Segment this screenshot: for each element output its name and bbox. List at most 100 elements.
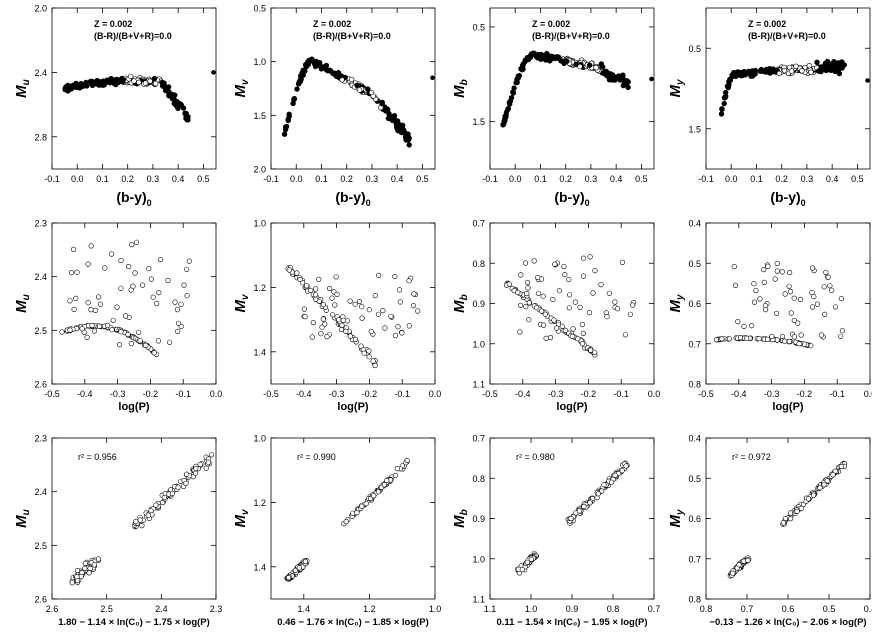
- x-tick-label: 0.0: [71, 174, 84, 184]
- x-axis-label: 0.11 − 1.54 × ln(C₀) − 1.95 × log(P): [496, 617, 647, 628]
- data-point: [286, 267, 292, 273]
- data-point: [388, 313, 394, 319]
- data-point-filled: [823, 64, 829, 70]
- data-point: [361, 350, 367, 356]
- data-point: [627, 311, 633, 317]
- data-point: [619, 259, 626, 266]
- color-ratio-label: (B-R)/(B+V+R)=0.0: [748, 31, 826, 41]
- data-point: [89, 322, 95, 329]
- data-point: [586, 310, 593, 316]
- data-point: [392, 472, 399, 479]
- data-point: [384, 477, 390, 484]
- x-axis-label: (b-y)0: [770, 189, 805, 208]
- data-point: [524, 290, 530, 297]
- data-point-filled: [327, 68, 333, 74]
- data-point: [581, 503, 587, 510]
- data-point: [148, 276, 154, 282]
- data-point: [811, 294, 817, 300]
- data-point: [370, 358, 376, 364]
- data-point: [329, 295, 335, 301]
- y-tick-label: 2.4: [34, 68, 47, 78]
- data-point: [821, 482, 827, 488]
- data-point: [363, 501, 369, 507]
- data-point-filled: [174, 103, 180, 110]
- y-tick-label: 0.4: [688, 219, 701, 229]
- data-point: [122, 313, 129, 319]
- data-point: [587, 500, 593, 506]
- x-tick-label: 0.1: [96, 174, 109, 184]
- data-point-filled: [527, 54, 534, 61]
- data-point: [132, 270, 138, 276]
- x-tick-label: -0.3: [548, 389, 564, 399]
- data-point-filled: [719, 106, 725, 112]
- data-point-filled: [104, 77, 110, 84]
- data-point-filled: [430, 75, 435, 81]
- data-point: [139, 282, 146, 288]
- data-point: [319, 324, 325, 330]
- metallicity-label: Z = 0.002: [313, 19, 351, 29]
- x-tick-label: 0.0: [864, 389, 872, 399]
- data-point: [525, 285, 531, 291]
- data-point: [67, 327, 73, 333]
- data-point: [552, 261, 558, 267]
- y-tick-label: 0.7: [688, 554, 701, 564]
- data-point: [339, 322, 345, 328]
- data-point-filled: [393, 121, 399, 127]
- data-point-filled: [520, 66, 526, 72]
- y-axis-label-sub: y: [675, 294, 686, 301]
- data-point: [774, 337, 780, 343]
- data-point: [741, 323, 747, 330]
- data-point: [534, 305, 540, 311]
- data-point: [791, 334, 798, 340]
- data-point: [780, 520, 787, 526]
- data-point: [344, 318, 351, 324]
- x-tick-label: -0.1: [394, 389, 410, 399]
- data-point: [356, 87, 363, 93]
- data-point-filled: [317, 62, 323, 69]
- data-point: [411, 291, 417, 297]
- y-tick-label: 1.1: [472, 380, 485, 390]
- data-point: [795, 320, 801, 326]
- data-point: [302, 314, 308, 320]
- data-point: [619, 468, 625, 474]
- data-point: [719, 336, 725, 342]
- data-point: [809, 304, 816, 310]
- data-point: [308, 287, 314, 294]
- x-tick-label: 0.5: [197, 174, 210, 184]
- y-axis-label-sub: u: [21, 294, 32, 300]
- data-point: [150, 294, 156, 300]
- y-tick-label: 2.6: [34, 380, 47, 390]
- data-point: [809, 265, 816, 271]
- data-point: [629, 302, 636, 308]
- y-axis-label-sub: v: [240, 293, 251, 300]
- x-tick-label: 0.0: [290, 174, 303, 184]
- x-tick-label: -0.4: [515, 389, 531, 399]
- data-point: [731, 264, 737, 270]
- data-point: [208, 452, 215, 458]
- x-tick-label: 0.7: [741, 604, 754, 614]
- data-point: [761, 267, 767, 273]
- color-ratio-label: (B-R)/(B+V+R)=0.0: [313, 31, 391, 41]
- data-point: [156, 290, 162, 296]
- data-point: [380, 308, 386, 314]
- data-point: [601, 482, 607, 488]
- data-point: [838, 296, 845, 302]
- x-tick-label: 2.5: [100, 604, 113, 614]
- data-point: [382, 325, 388, 331]
- data-point: [535, 274, 541, 281]
- data-point: [744, 335, 750, 341]
- data-point: [381, 482, 388, 488]
- data-point: [155, 338, 161, 344]
- y-axis-label: Mu: [13, 294, 32, 313]
- data-point: [137, 517, 143, 523]
- data-point: [753, 287, 759, 294]
- x-tick-label: 1.2: [363, 604, 376, 614]
- x-tick-label: 0.5: [635, 174, 648, 184]
- y-axis-label: Mb: [451, 509, 470, 528]
- data-point-filled: [500, 122, 506, 128]
- data-point-filled: [354, 82, 360, 89]
- data-point-filled: [768, 68, 775, 75]
- data-point: [786, 269, 793, 276]
- data-point: [517, 329, 523, 335]
- x-tick-label: 0.3: [801, 174, 814, 184]
